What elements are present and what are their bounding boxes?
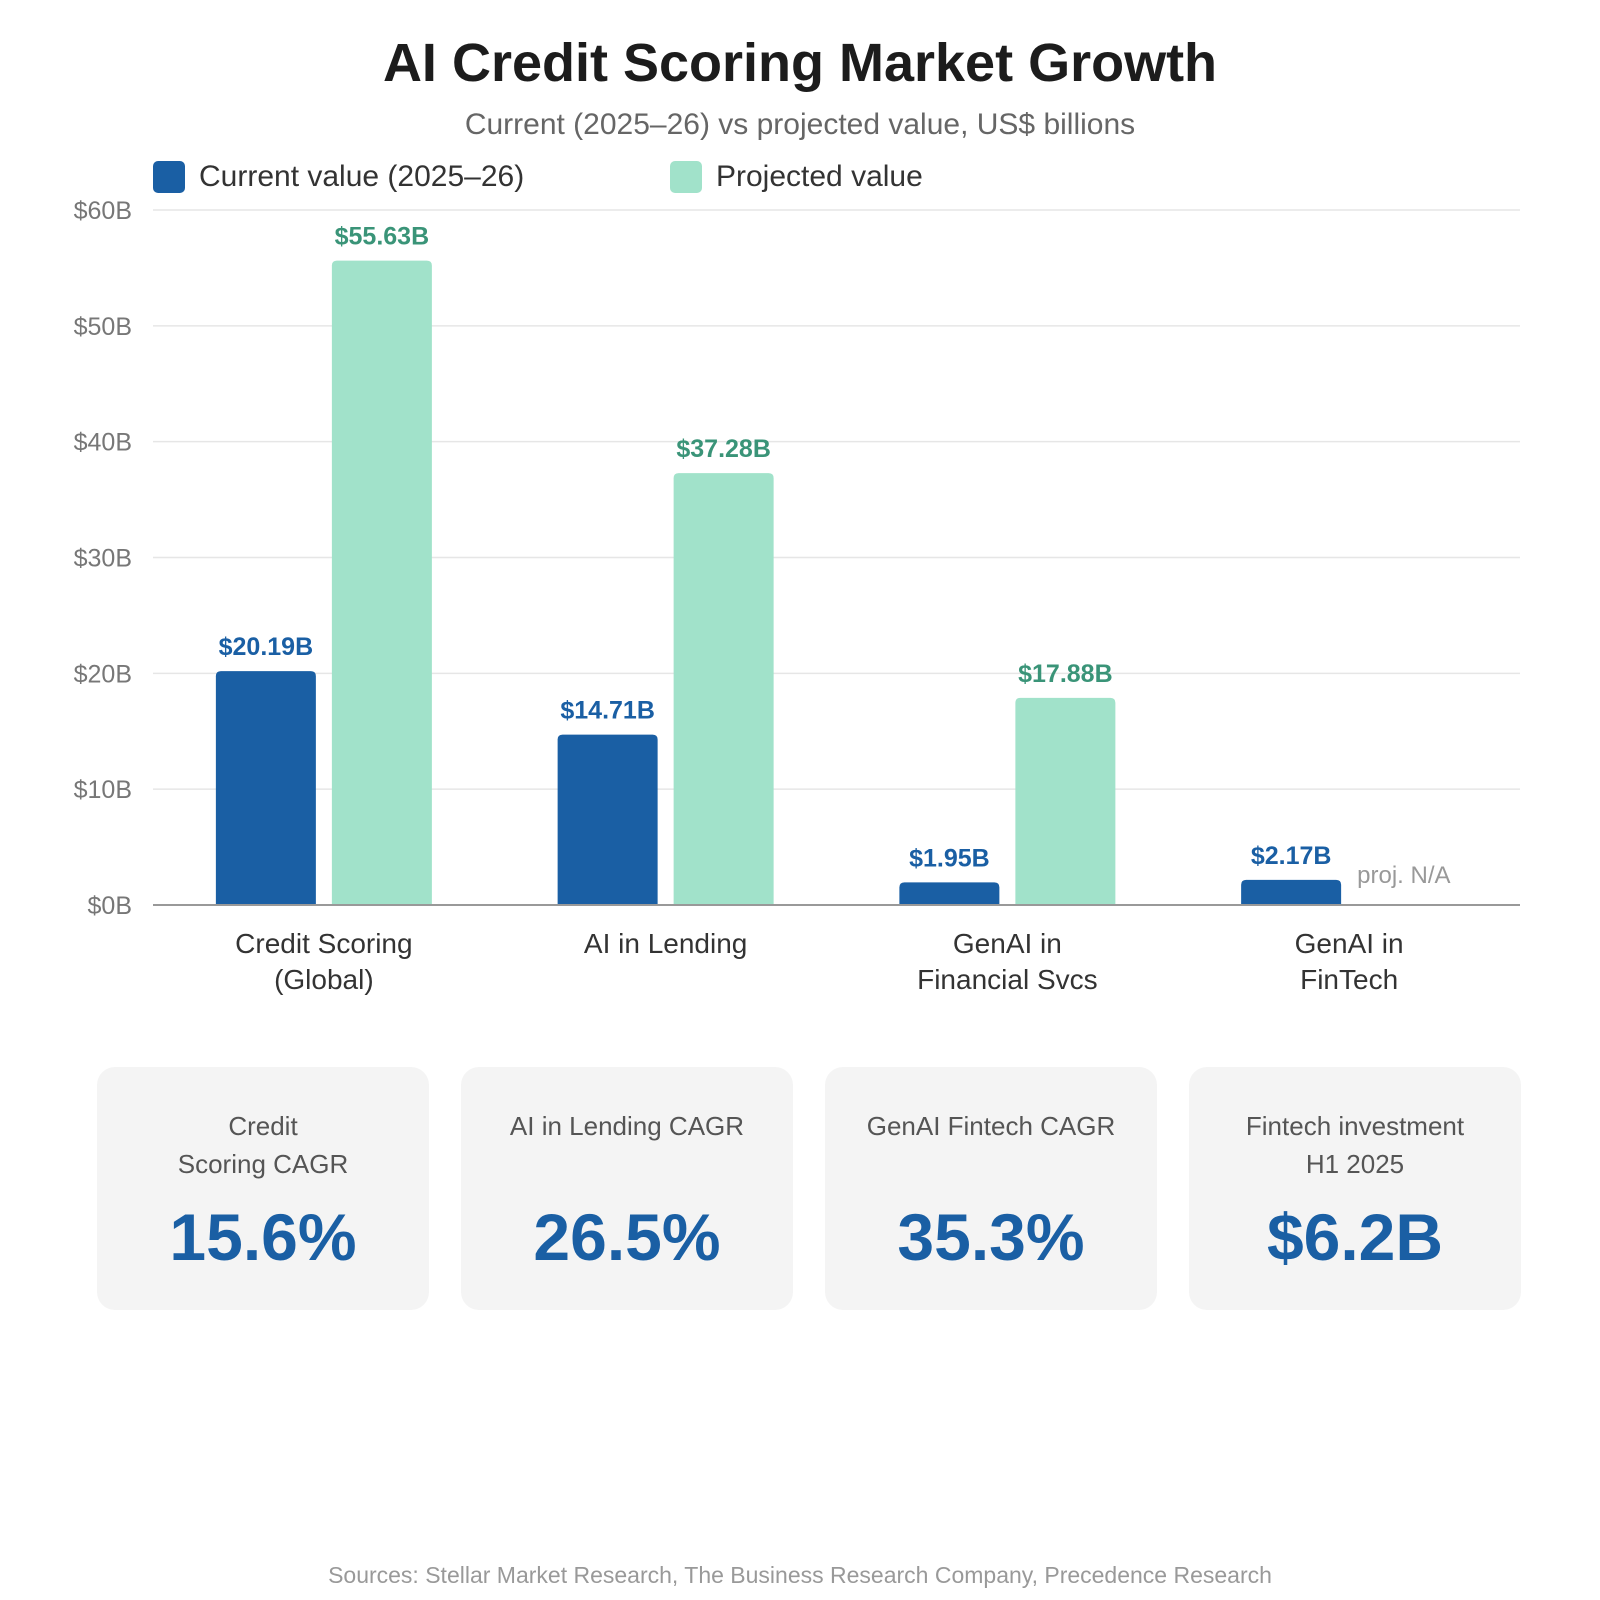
stat-cards: Credit Scoring CAGR 15.6% AI in Lending C…	[97, 1067, 1523, 1310]
x-tick-label: Financial Svcs	[917, 964, 1098, 995]
x-tick-label: GenAI in	[953, 928, 1062, 959]
y-tick-label: $0B	[88, 892, 132, 920]
stat-card-label: Credit Scoring CAGR	[177, 1111, 349, 1179]
stat-card-value: 26.5%	[533, 1200, 721, 1274]
y-tick-label: $20B	[74, 660, 132, 688]
bar	[215, 671, 316, 905]
y-tick-label: $40B	[74, 429, 132, 457]
data-label: $37.28B	[676, 435, 771, 463]
sources-note: Sources: Stellar Market Research, The Bu…	[328, 1562, 1272, 1588]
chart-title: AI Credit Scoring Market Growth	[382, 33, 1218, 93]
bar	[557, 734, 658, 905]
x-tick-label: Credit Scoring	[235, 928, 412, 959]
data-label: $17.88B	[1018, 660, 1113, 688]
stat-card-label: Fintech investment H1 2025	[1245, 1111, 1465, 1179]
x-tick-label: FinTech	[1300, 964, 1398, 995]
legend-swatch-projected	[670, 161, 702, 193]
y-tick-label: $10B	[74, 776, 132, 804]
legend-item-projected: Projected value	[670, 160, 923, 194]
bar	[331, 260, 432, 906]
stat-card-genai-fintech-cagr: GenAI Fintech CAGR 35.3%	[825, 1067, 1157, 1310]
legend-item-current: Current value (2025–26)	[153, 160, 524, 194]
chart-subtitle: Current (2025–26) vs projected value, US…	[464, 108, 1136, 141]
bar	[1241, 879, 1342, 905]
bar-chart: $0B $10B $20B $30B $40B $50B $60B $20.19B $55.63…	[74, 197, 1520, 995]
data-label: $20.19B	[219, 633, 314, 661]
stat-card-label: GenAI Fintech CAGR	[866, 1111, 1116, 1141]
y-tick-label: $60B	[74, 197, 132, 225]
legend-label-projected: Projected value	[716, 160, 923, 193]
data-label: $14.71B	[560, 697, 655, 725]
stat-card-ai-lending-cagr: AI in Lending CAGR 26.5%	[461, 1067, 793, 1310]
legend-swatch-current	[153, 161, 185, 193]
bar	[673, 473, 774, 905]
stat-card-value: 35.3%	[897, 1200, 1085, 1274]
stat-card-value: $6.2B	[1266, 1200, 1444, 1274]
stat-card-label: AI in Lending CAGR	[509, 1111, 745, 1141]
x-tick-label: AI in Lending	[584, 928, 747, 959]
stat-card-value: 15.6%	[169, 1200, 357, 1274]
y-tick-label: $30B	[74, 545, 132, 573]
x-tick-label: (Global)	[274, 964, 374, 995]
bar	[899, 882, 1000, 905]
data-label: proj. N/A	[1357, 862, 1450, 889]
stat-card-credit-scoring-cagr: Credit Scoring CAGR 15.6%	[97, 1067, 429, 1310]
data-label: $2.17B	[1251, 842, 1332, 870]
data-label: $1.95B	[909, 844, 990, 872]
x-tick-label: GenAI in	[1295, 928, 1404, 959]
legend-label-current: Current value (2025–26)	[199, 160, 525, 193]
data-label: $55.63B	[335, 223, 430, 251]
y-tick-label: $50B	[74, 313, 132, 341]
bar	[1015, 697, 1116, 905]
stat-card-fintech-investment: Fintech investment H1 2025 $6.2B	[1189, 1067, 1521, 1310]
